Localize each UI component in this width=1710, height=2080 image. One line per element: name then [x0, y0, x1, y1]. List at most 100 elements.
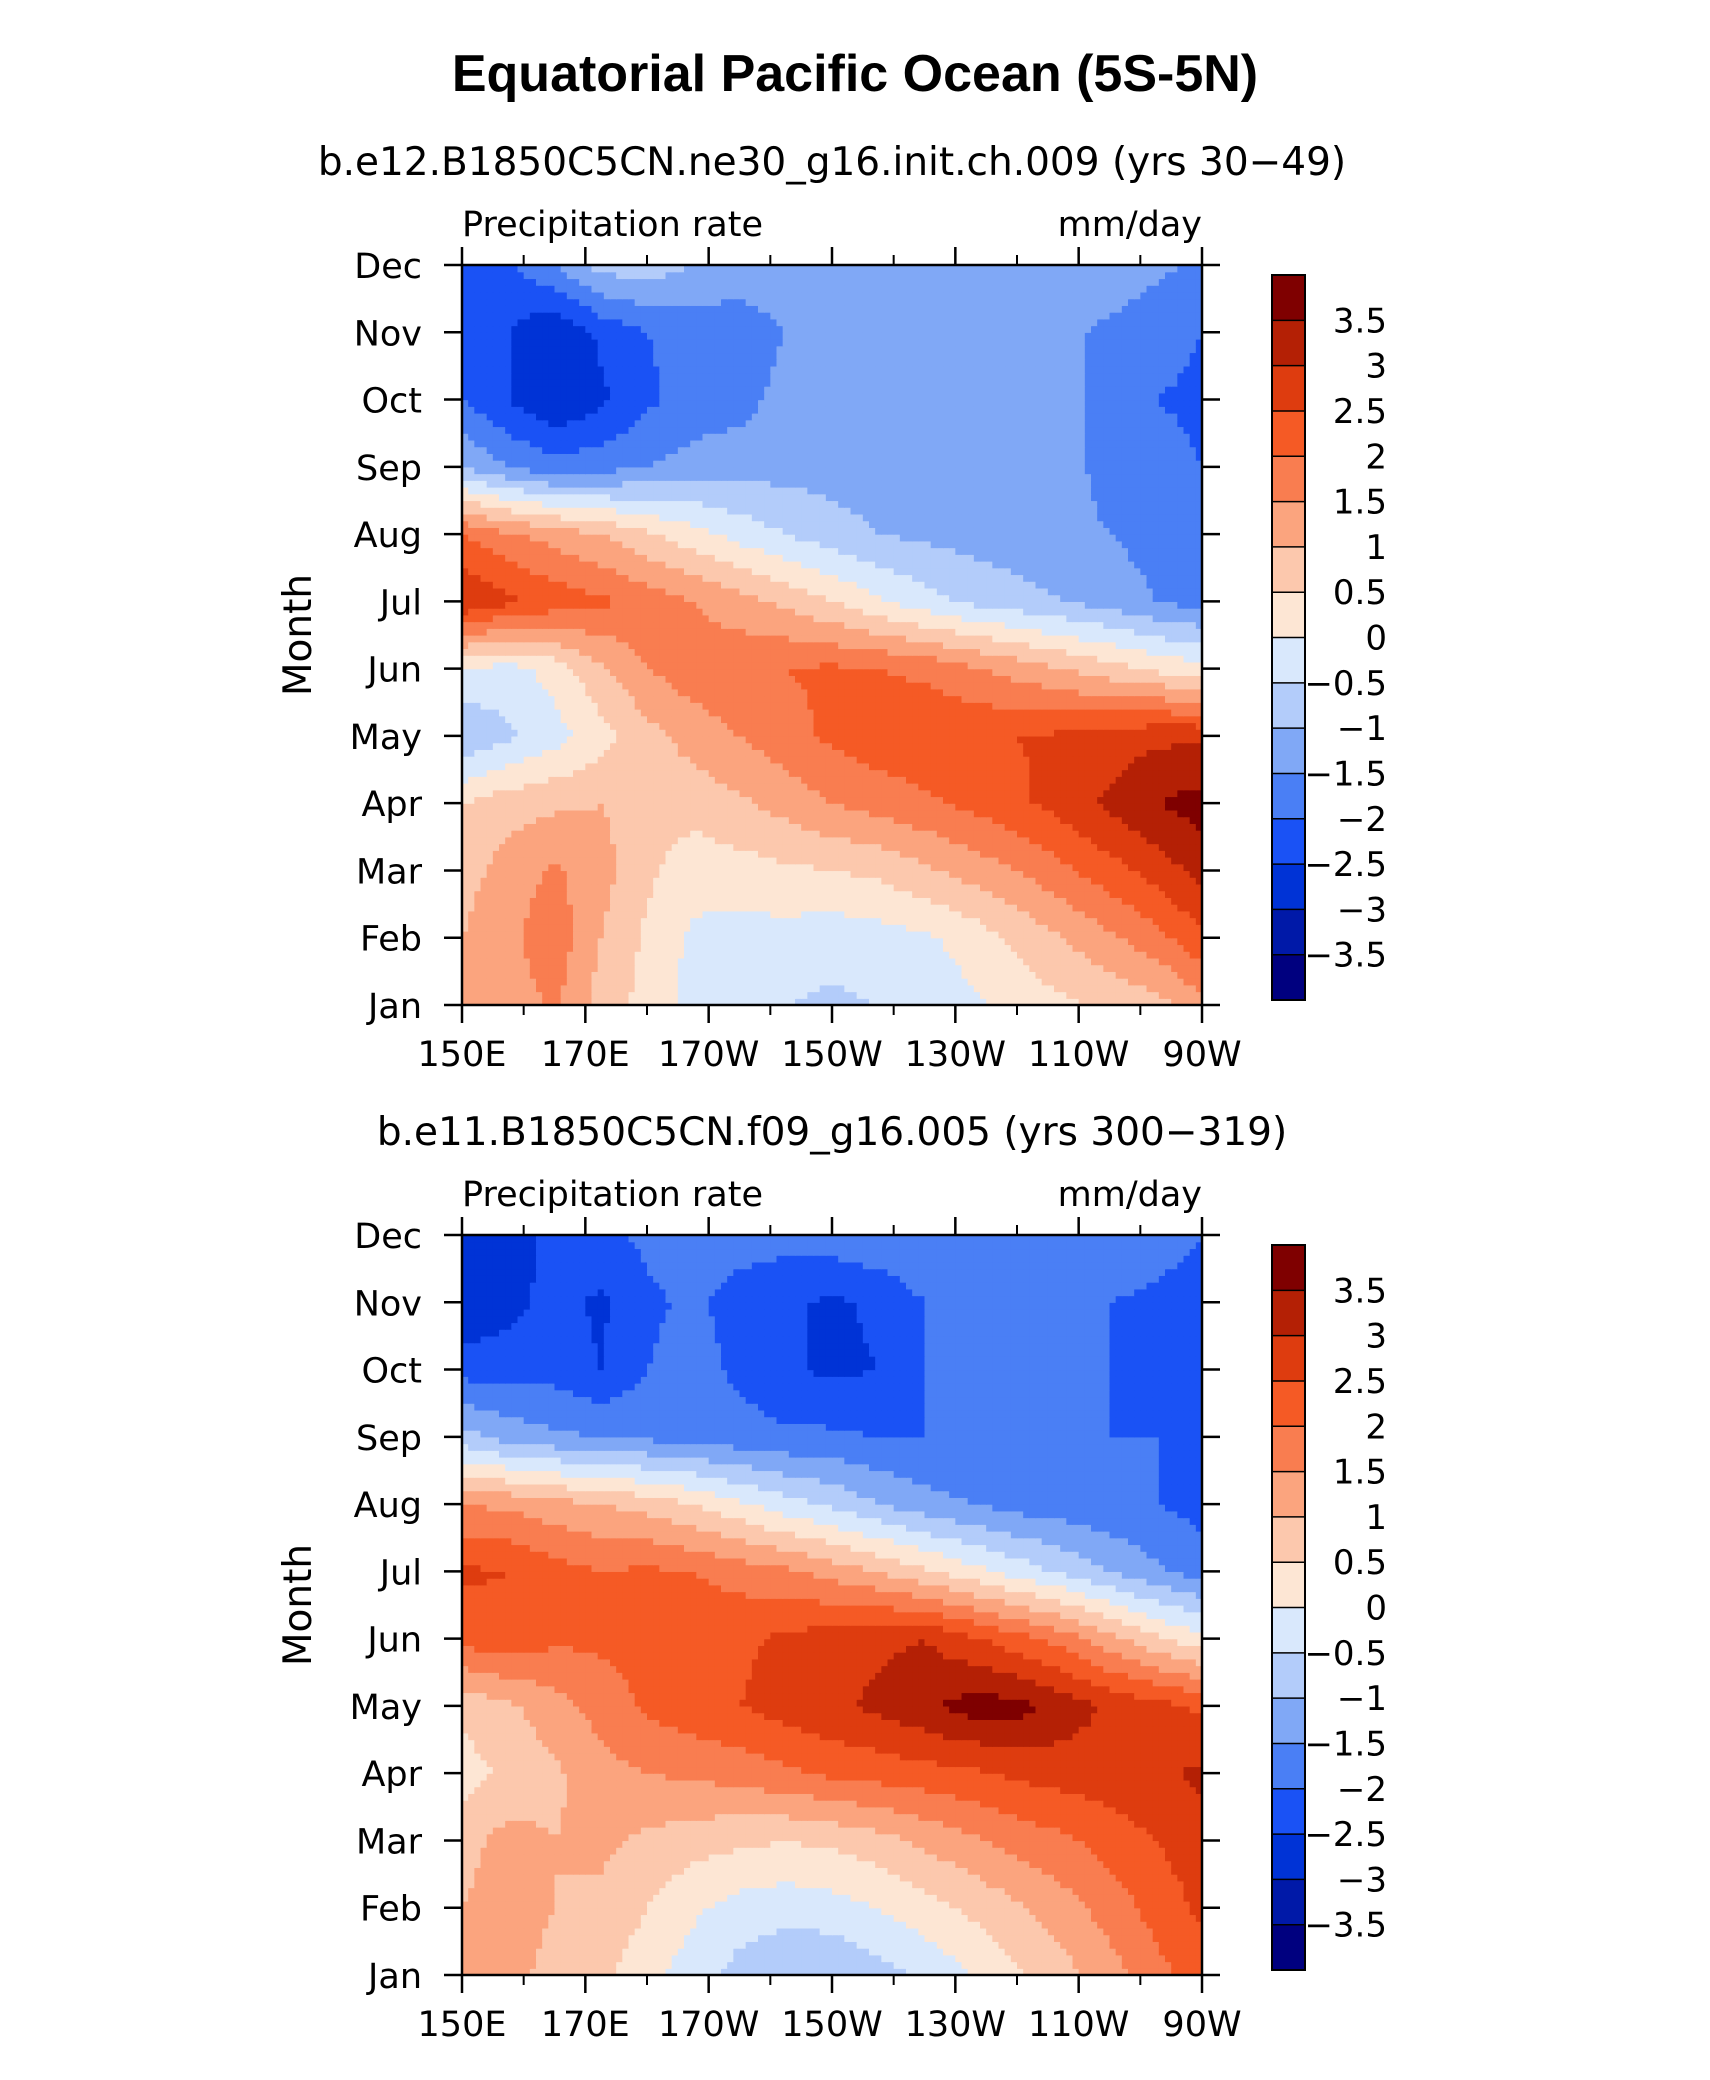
heatmap-cell — [511, 742, 519, 750]
heatmap-cell — [850, 924, 858, 932]
heatmap-cell — [936, 944, 944, 952]
heatmap-cell — [517, 857, 525, 865]
heatmap-cell — [684, 809, 691, 818]
heatmap-cell — [832, 756, 839, 764]
heatmap-cell — [671, 729, 679, 737]
heatmap-cell — [813, 729, 821, 737]
heatmap-cell — [1029, 951, 1037, 959]
heatmap-cell — [751, 742, 759, 750]
heatmap-cell — [930, 830, 938, 838]
heatmap-cell — [1004, 964, 1012, 972]
heatmap-cell — [1004, 957, 1012, 966]
heatmap-cell — [616, 931, 623, 939]
heatmap-cell — [875, 735, 882, 744]
heatmap-cell — [745, 742, 753, 750]
heatmap-cell — [745, 749, 753, 757]
heatmap-cell — [764, 857, 771, 865]
heatmap-cell — [819, 789, 827, 798]
heatmap-cell — [708, 971, 716, 979]
heatmap-cell — [1128, 931, 1135, 939]
heatmap-cell — [813, 843, 821, 851]
heatmap-cell — [887, 776, 895, 784]
heatmap-cell — [603, 830, 611, 838]
heatmap-cell — [980, 957, 987, 966]
heatmap-cell — [542, 836, 549, 845]
heatmap-cell — [862, 917, 870, 925]
heatmap-cell — [610, 910, 617, 919]
heatmap-cell — [770, 931, 778, 939]
heatmap-cell — [844, 924, 852, 932]
heatmap-cell — [1134, 877, 1141, 885]
heatmap-cell — [825, 957, 833, 966]
heatmap-cell — [462, 830, 469, 838]
heatmap-cell — [967, 850, 975, 858]
heatmap-cell — [1091, 809, 1098, 818]
heatmap-cell — [1128, 951, 1135, 959]
heatmap-cell — [659, 850, 667, 858]
heatmap-cell — [881, 836, 889, 845]
heatmap-cell — [955, 843, 963, 851]
heatmap-cell — [955, 924, 963, 932]
heatmap-cell — [579, 722, 586, 730]
heatmap-cell — [1121, 803, 1129, 811]
heatmap-cell — [770, 783, 778, 791]
heatmap-cell — [505, 776, 512, 784]
heatmap-cell — [702, 883, 710, 892]
heatmap-cell — [727, 836, 734, 845]
heatmap-cell — [745, 756, 753, 764]
heatmap-cell — [1017, 890, 1024, 898]
heatmap-cell — [665, 957, 673, 966]
heatmap-cell — [899, 924, 907, 932]
heatmap-cell — [850, 870, 858, 878]
heatmap-cell — [887, 924, 895, 932]
heatmap-cell — [1140, 823, 1148, 831]
heatmap-cell — [591, 789, 599, 798]
heatmap-cell — [1047, 769, 1055, 777]
heatmap-cell — [918, 803, 926, 811]
heatmap-cell — [1115, 890, 1123, 898]
heatmap-cell — [560, 762, 568, 771]
heatmap-cell — [573, 803, 580, 811]
heatmap-cell — [1047, 897, 1055, 905]
heatmap-cell — [1128, 836, 1135, 845]
heatmap-cell — [844, 850, 852, 858]
heatmap-cell — [807, 910, 815, 919]
heatmap-cell — [1128, 971, 1135, 979]
heatmap-cell — [622, 803, 630, 811]
heatmap-cell — [659, 984, 667, 993]
heatmap-cell — [640, 803, 648, 811]
heatmap-cell — [727, 991, 734, 999]
heatmap-cell — [912, 910, 919, 919]
heatmap-cell — [492, 897, 500, 905]
heatmap-cell — [1084, 904, 1092, 912]
heatmap-cell — [1084, 735, 1092, 744]
heatmap-cell — [1195, 931, 1202, 939]
heatmap-cell — [486, 924, 494, 932]
heatmap-cell — [838, 897, 845, 905]
heatmap-cell — [955, 904, 963, 912]
heatmap-cell — [807, 836, 815, 845]
heatmap-cell — [893, 722, 901, 730]
heatmap-cell — [832, 964, 839, 972]
heatmap-cell — [1072, 897, 1080, 905]
heatmap-cell — [616, 904, 623, 912]
heatmap-cell — [949, 957, 956, 966]
heatmap-cell — [1195, 890, 1202, 898]
heatmap-cell — [1115, 823, 1123, 831]
heatmap-cell — [788, 863, 796, 872]
heatmap-cell — [1072, 756, 1080, 764]
heatmap-cell — [511, 924, 519, 932]
heatmap-cell — [1060, 998, 1067, 1005]
heatmap-cell — [554, 836, 562, 845]
heatmap-cell — [1078, 783, 1086, 791]
heatmap-cell — [727, 931, 734, 939]
heatmap-cell — [1140, 897, 1148, 905]
heatmap-cell — [505, 809, 512, 818]
heatmap-cell — [930, 897, 938, 905]
heatmap-cell — [980, 796, 987, 804]
heatmap-cell — [819, 843, 827, 851]
heatmap-cell — [1060, 742, 1067, 750]
heatmap-cell — [1029, 991, 1037, 999]
heatmap-cell — [1091, 984, 1098, 993]
heatmap-cell — [955, 823, 963, 831]
